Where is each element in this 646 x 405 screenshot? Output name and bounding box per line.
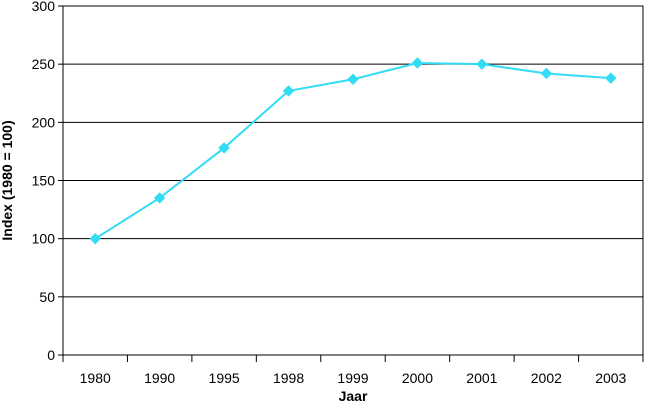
x-tick-label: 2003 [595,370,626,386]
data-point-marker [153,192,166,204]
data-point-marker [540,67,553,80]
y-tick-label: 250 [32,56,56,72]
x-axis-title: Jaar [339,388,368,404]
x-tick-label: 1998 [273,370,304,386]
y-axis: 0 50 100 150 200 250 300 [32,0,63,363]
gridlines [63,63,643,298]
x-tick-label: 2000 [402,370,433,386]
x-axis: 1980 1990 1995 1998 1999 2000 2001 2002 2003 [62,355,644,386]
series-line [94,62,611,240]
y-tick-label: 0 [47,347,55,363]
x-tick-label: 2002 [531,370,562,386]
x-tick-label: 1990 [144,370,175,386]
data-point-marker [605,72,617,84]
data-point-marker [282,85,295,97]
y-tick-label: 200 [32,114,56,130]
y-tick-label: 150 [32,173,56,189]
data-point-marker [89,232,101,245]
y-tick-label: 50 [39,289,55,305]
data-point-marker [476,58,488,70]
x-tick-label: 1999 [337,370,368,386]
series-layer [89,57,617,245]
data-point-marker [218,142,230,154]
x-tick-label: 1995 [209,370,240,386]
data-point-marker [411,57,424,69]
x-tick-label: 2001 [466,370,497,386]
data-point-marker [347,73,359,85]
y-tick-label: 300 [32,0,56,14]
x-tick-label: 1980 [80,370,111,386]
y-axis-title: Index (1980 = 100) [0,120,15,240]
y-tick-label: 100 [32,231,56,247]
